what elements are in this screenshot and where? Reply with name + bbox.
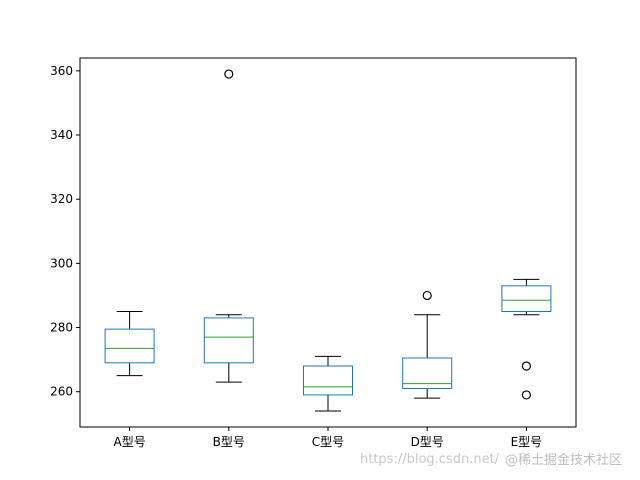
box [203, 317, 254, 364]
y-tick-label: 360 [50, 64, 73, 78]
y-tick-label: 280 [50, 321, 73, 335]
box [303, 365, 353, 396]
box-group-4 [501, 278, 552, 400]
watermark-url: https://blog.csdn.net/ [360, 452, 500, 467]
x-tick-label: B型号 [213, 435, 245, 449]
y-tick-label: 260 [50, 385, 73, 399]
box-group-0 [104, 310, 155, 377]
x-axis: A型号 B型号 C型号 D型号 E型号 [113, 427, 542, 449]
x-tick-label: A型号 [113, 435, 145, 449]
x-tick-label: D型号 [411, 435, 444, 449]
box [402, 357, 453, 389]
outlier-point-1 [521, 390, 532, 400]
outlier-point-0 [521, 361, 532, 371]
box [104, 328, 155, 364]
box-group-2 [303, 355, 353, 412]
y-tick-label: 340 [50, 128, 73, 142]
box-group-3 [402, 290, 453, 399]
plot-frame [79, 57, 577, 428]
x-tick-label: C型号 [312, 435, 344, 449]
outlier-point-0 [422, 290, 432, 301]
box-group-1 [203, 69, 254, 383]
x-tick-label: E型号 [511, 435, 543, 449]
boxes-layer [104, 69, 552, 412]
y-axis: 260 280 300 320 340 360 [50, 64, 80, 399]
y-tick-label: 320 [50, 192, 73, 206]
outlier-point-0 [224, 69, 234, 79]
y-tick-label: 300 [50, 256, 73, 270]
watermark-brand: @稀土掘金技术社区 [505, 453, 623, 468]
box [501, 285, 552, 312]
